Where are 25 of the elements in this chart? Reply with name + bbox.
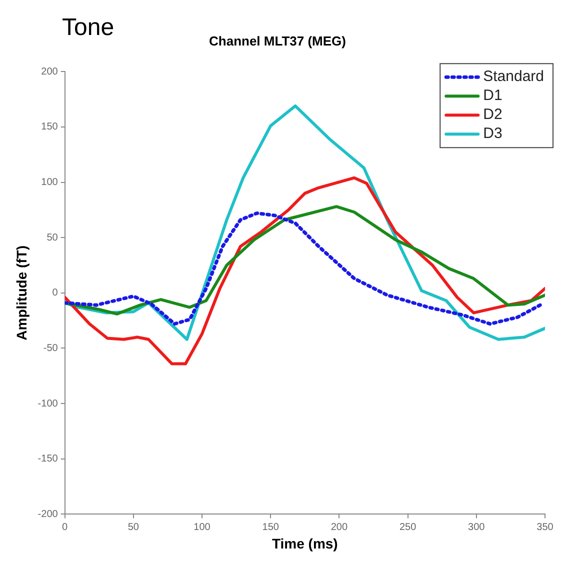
x-tick-label: 300: [468, 522, 486, 533]
chart-subtitle: Channel MLT37 (MEG): [209, 33, 346, 48]
legend-label: Standard: [483, 68, 544, 86]
legend-label: D2: [483, 106, 502, 124]
x-tick-label: 0: [62, 522, 68, 533]
legend-label: D1: [483, 87, 502, 104]
x-tick-label: 250: [399, 522, 417, 533]
y-tick-label: -100: [38, 398, 58, 410]
x-tick-label: 150: [262, 522, 280, 533]
x-axis-title: Time (ms): [272, 535, 338, 552]
x-tick-label: 350: [536, 522, 554, 533]
x-tick-label: 50: [128, 522, 140, 533]
y-tick-label: 50: [46, 232, 58, 244]
chart-title: Tone: [62, 14, 114, 42]
x-tick-label: 100: [194, 522, 211, 533]
y-tick-label: 0: [52, 288, 58, 299]
x-tick-label: 200: [330, 522, 348, 533]
y-tick-label: -150: [38, 454, 58, 465]
y-tick-label: 150: [41, 122, 58, 133]
y-tick-label: 100: [41, 177, 58, 188]
y-tick-label: 200: [41, 66, 58, 78]
y-axis-title: Amplitude (fT): [13, 245, 30, 340]
y-tick-label: -50: [43, 342, 58, 354]
legend-label: D3: [483, 125, 502, 142]
y-tick-label: -200: [38, 508, 58, 520]
